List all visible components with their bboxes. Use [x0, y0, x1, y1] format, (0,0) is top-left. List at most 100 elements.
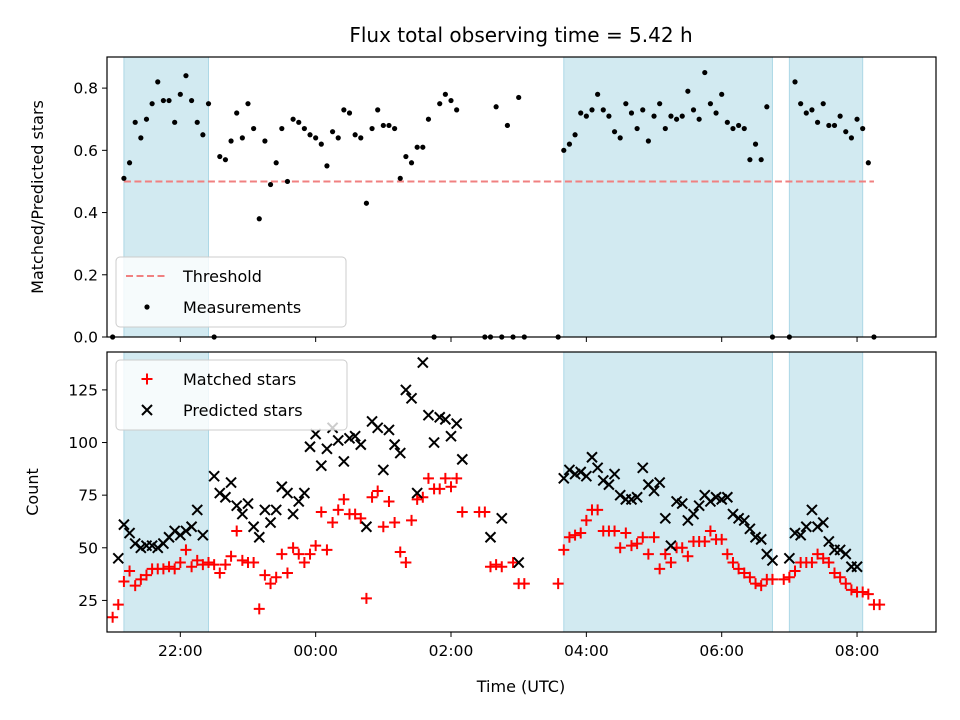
data-point — [397, 175, 403, 181]
data-point — [355, 438, 367, 451]
data-point — [270, 504, 282, 516]
data-point — [764, 104, 770, 110]
data-point — [284, 178, 291, 185]
data-point — [798, 101, 804, 107]
data-point — [840, 548, 852, 560]
data-point — [219, 491, 232, 503]
data-point — [352, 132, 358, 138]
data-point — [512, 556, 525, 569]
data-point — [417, 356, 429, 369]
data-points — [107, 356, 886, 623]
data-point — [183, 73, 189, 79]
data-point — [386, 122, 392, 129]
data-point — [845, 584, 857, 596]
data-point — [174, 557, 186, 569]
data-point — [831, 122, 838, 129]
data-point — [828, 567, 840, 579]
data-point — [721, 491, 734, 503]
top-panel: 0.0 0.2 0.4 0.6 0.8 Matched/Predicted stars Th… — [28, 56, 937, 347]
data-point — [730, 125, 736, 132]
legend-entry-label: Predicted stars — [183, 401, 303, 420]
data-point — [383, 495, 395, 507]
data-point — [411, 493, 423, 505]
data-point — [874, 599, 886, 611]
data-point — [248, 557, 260, 569]
data-point — [496, 512, 508, 525]
data-point — [355, 512, 367, 524]
x-tick-label: 06:00 — [699, 642, 744, 660]
data-point — [758, 157, 764, 163]
data-point — [504, 122, 511, 129]
data-point — [490, 559, 502, 571]
data-point — [566, 141, 573, 147]
data-point — [603, 478, 615, 491]
data-point — [665, 557, 677, 569]
data-point — [837, 113, 843, 119]
y-tick-label: 0.6 — [73, 142, 98, 160]
data-point — [123, 527, 136, 539]
data-point — [445, 481, 457, 493]
data-point — [583, 113, 589, 119]
data-point — [637, 462, 649, 474]
y-tick-label: 0.4 — [73, 204, 98, 222]
data-point — [307, 132, 313, 138]
data-point — [634, 125, 640, 132]
bottom-panel: 25 50 75 100 125 22:00 00:00 02:00 04:00 06:00 08:… — [23, 351, 937, 660]
y-tick-label: 0.2 — [73, 266, 98, 284]
data-point — [256, 216, 262, 222]
data-point — [690, 107, 697, 113]
data-point — [377, 521, 389, 533]
data-point — [682, 550, 694, 562]
data-point — [267, 181, 274, 188]
data-point — [496, 561, 508, 573]
data-point — [329, 129, 336, 135]
legend-box — [115, 256, 347, 328]
data-point — [600, 107, 606, 113]
data-point — [208, 559, 220, 571]
data-point — [360, 592, 372, 604]
legend-box — [115, 359, 348, 431]
data-point — [245, 101, 251, 107]
data-point — [310, 540, 322, 552]
data-point — [814, 119, 821, 125]
data-point — [648, 485, 660, 497]
data-point — [563, 464, 576, 476]
data-point — [648, 531, 660, 543]
data-point — [230, 499, 243, 512]
data-point — [783, 552, 796, 565]
data-point — [166, 97, 172, 104]
data-point — [228, 138, 234, 144]
data-point — [826, 122, 832, 129]
data-point — [287, 508, 299, 520]
data-point — [662, 125, 668, 132]
data-point — [265, 578, 277, 590]
data-point — [569, 529, 581, 541]
data-point — [631, 538, 643, 550]
data-point — [135, 573, 147, 585]
data-point — [270, 571, 282, 583]
data-point — [341, 107, 347, 113]
data-point — [222, 157, 229, 163]
data-point — [854, 116, 860, 122]
shaded-interval — [563, 351, 773, 633]
data-point — [721, 548, 733, 560]
legend: Threshold Measurements — [115, 256, 347, 328]
data-point — [439, 472, 451, 484]
data-point — [169, 563, 181, 575]
data-point — [586, 451, 598, 463]
data-point — [197, 529, 209, 541]
data-point — [552, 578, 564, 590]
data-point — [304, 548, 316, 560]
data-point — [346, 110, 353, 116]
data-point — [493, 104, 499, 110]
data-point — [259, 569, 271, 581]
data-point — [741, 125, 747, 132]
data-point — [456, 506, 468, 518]
data-point — [290, 116, 296, 122]
data-point — [439, 413, 452, 426]
data-point — [704, 525, 716, 537]
data-point — [575, 527, 587, 539]
y-tick-label: 75 — [78, 487, 98, 505]
data-point — [575, 466, 587, 478]
